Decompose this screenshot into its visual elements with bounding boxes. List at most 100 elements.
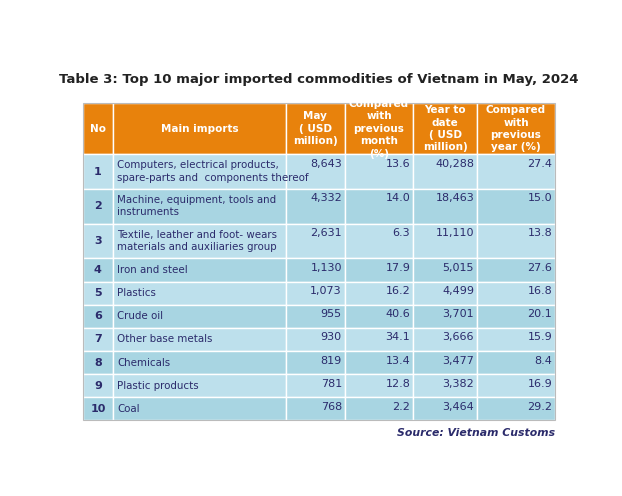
Text: Chemicals: Chemicals (117, 358, 170, 368)
Bar (413, 397, 477, 421)
Bar (285, 154, 345, 189)
Bar (285, 189, 345, 224)
Bar (285, 305, 345, 328)
Bar (477, 224, 555, 258)
Text: 819: 819 (320, 356, 342, 366)
Bar (477, 397, 555, 421)
Bar (113, 224, 285, 258)
Text: 3,666: 3,666 (443, 332, 474, 342)
Text: 8: 8 (94, 358, 102, 368)
Bar (477, 154, 555, 189)
Text: 7: 7 (94, 334, 102, 344)
Bar (413, 328, 477, 351)
Bar (345, 104, 413, 154)
Text: 16.8: 16.8 (527, 286, 552, 296)
Text: 3,477: 3,477 (442, 356, 474, 366)
Text: Computers, electrical products,
spare-parts and  components thereof: Computers, electrical products, spare-pa… (117, 160, 309, 183)
Text: No: No (90, 124, 106, 134)
Text: 1,073: 1,073 (310, 286, 342, 296)
Bar (285, 397, 345, 421)
Text: 27.6: 27.6 (527, 263, 552, 273)
Bar (345, 351, 413, 374)
Bar (345, 258, 413, 282)
Bar (477, 104, 555, 154)
Text: 2: 2 (94, 201, 102, 211)
Text: 781: 781 (320, 379, 342, 389)
Text: 34.1: 34.1 (386, 332, 411, 342)
Bar (477, 189, 555, 224)
Bar (113, 374, 285, 397)
Bar (477, 328, 555, 351)
Text: 11,110: 11,110 (435, 228, 474, 238)
Text: 17.9: 17.9 (386, 263, 411, 273)
Text: Other base metals: Other base metals (117, 334, 213, 344)
Bar (345, 282, 413, 305)
Bar (83, 154, 113, 189)
Text: 20.1: 20.1 (527, 309, 552, 319)
Text: 1,130: 1,130 (310, 263, 342, 273)
Bar (83, 189, 113, 224)
Bar (113, 328, 285, 351)
Text: Textile, leather and foot- wears
materials and auxiliaries group: Textile, leather and foot- wears materia… (117, 230, 277, 252)
Bar (113, 154, 285, 189)
Text: 3,382: 3,382 (442, 379, 474, 389)
Bar (345, 224, 413, 258)
Text: 10: 10 (90, 404, 106, 414)
Text: Iron and steel: Iron and steel (117, 265, 188, 275)
Bar (413, 224, 477, 258)
Bar (477, 374, 555, 397)
Text: 15.9: 15.9 (527, 332, 552, 342)
Text: Plastics: Plastics (117, 288, 156, 298)
Text: 4,332: 4,332 (310, 193, 342, 203)
Bar (113, 104, 285, 154)
Text: Crude oil: Crude oil (117, 311, 163, 321)
Text: 930: 930 (321, 332, 342, 342)
Bar (345, 328, 413, 351)
Text: 1: 1 (94, 167, 102, 177)
Bar (285, 328, 345, 351)
Bar (83, 258, 113, 282)
Bar (285, 258, 345, 282)
Bar (83, 351, 113, 374)
Text: 768: 768 (320, 402, 342, 412)
Text: 18,463: 18,463 (435, 193, 474, 203)
Text: Coal: Coal (117, 404, 139, 414)
Text: Compared
with
previous
month
(%): Compared with previous month (%) (349, 99, 409, 159)
Bar (83, 104, 113, 154)
Bar (413, 282, 477, 305)
Bar (83, 374, 113, 397)
Text: 955: 955 (321, 309, 342, 319)
Text: Source: Vietnam Customs: Source: Vietnam Customs (397, 428, 555, 437)
Bar (345, 305, 413, 328)
Text: Year to
date
( USD
million): Year to date ( USD million) (423, 105, 468, 152)
Text: 27.4: 27.4 (527, 159, 552, 169)
Bar (83, 282, 113, 305)
Bar (285, 104, 345, 154)
Bar (83, 328, 113, 351)
Text: Table 3: Top 10 major imported commodities of Vietnam in May, 2024: Table 3: Top 10 major imported commoditi… (59, 73, 578, 86)
Bar (113, 282, 285, 305)
Text: 29.2: 29.2 (527, 402, 552, 412)
Text: 2.2: 2.2 (392, 402, 411, 412)
Text: 6: 6 (94, 311, 102, 321)
Text: 16.2: 16.2 (386, 286, 411, 296)
Bar (413, 154, 477, 189)
Text: 8,643: 8,643 (310, 159, 342, 169)
Bar (345, 397, 413, 421)
Bar (113, 397, 285, 421)
Bar (83, 397, 113, 421)
Text: 5,015: 5,015 (443, 263, 474, 273)
Text: Compared
with
previous
year (%): Compared with previous year (%) (486, 105, 546, 152)
Text: 15.0: 15.0 (527, 193, 552, 203)
Text: 40.6: 40.6 (386, 309, 411, 319)
Bar (285, 351, 345, 374)
Bar (413, 189, 477, 224)
Text: 4,499: 4,499 (442, 286, 474, 296)
Bar (477, 258, 555, 282)
Bar (413, 305, 477, 328)
Bar (285, 224, 345, 258)
Text: 4: 4 (94, 265, 102, 275)
Text: Machine, equipment, tools and
instruments: Machine, equipment, tools and instrument… (117, 195, 276, 217)
Bar (83, 305, 113, 328)
Text: Plastic products: Plastic products (117, 381, 199, 391)
